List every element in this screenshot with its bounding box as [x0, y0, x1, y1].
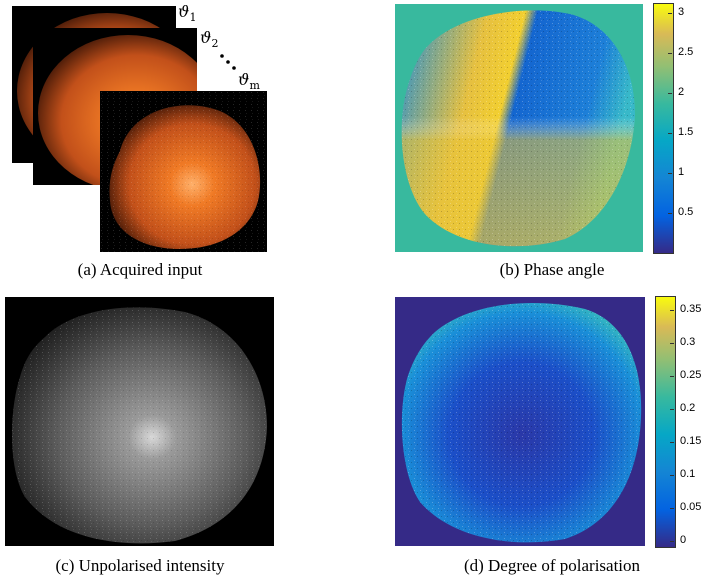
- orange-image: [100, 91, 267, 252]
- angle-subscript-2: 2: [211, 37, 219, 51]
- colorbar-tick-label: 0.2: [680, 402, 696, 414]
- colorbar-tick-label: 0.05: [680, 501, 702, 513]
- caption-d: (d) Degree of polarisation: [463, 556, 641, 575]
- colorbar-tick-label: 0: [680, 534, 687, 546]
- phase-colorbar: [653, 3, 674, 254]
- angle-subscript-1: 1: [189, 11, 197, 25]
- polarisation-map: [395, 297, 645, 546]
- colorbar-tick-label: 0.15: [680, 435, 702, 447]
- colorbar-tick-label: 1: [678, 166, 685, 178]
- colorbar-tick-label: 2: [678, 86, 685, 98]
- angle-label-1: ϑ1: [178, 2, 197, 25]
- colorbar-tick-label: 1.5: [678, 126, 694, 138]
- caption-a: (a) Acquired input: [77, 260, 203, 279]
- colorbar-tick-label: 0.3: [680, 336, 696, 348]
- colorbar-tick-label: 0.25: [680, 369, 702, 381]
- phase-map: [395, 4, 643, 252]
- angle-subscript-m: m: [249, 79, 260, 93]
- input-frame-3: [100, 91, 267, 252]
- angle-label-2: ϑ2: [200, 28, 219, 51]
- caption-c: (c) Unpolarised intensity: [55, 556, 225, 575]
- colorbar-tick-label: 3: [678, 6, 685, 18]
- colorbar-tick-label: 0.1: [680, 468, 696, 480]
- ellipsis-dots: [220, 54, 236, 70]
- colorbar-tick-label: 0.35: [680, 303, 702, 315]
- colorbar-tick-label: 2.5: [678, 46, 694, 58]
- polarisation-colorbar: [655, 296, 676, 548]
- caption-b: (b) Phase angle: [499, 260, 605, 279]
- angle-label-m: ϑm: [238, 70, 260, 93]
- intensity-image: [5, 297, 274, 546]
- colorbar-tick-label: 0.5: [678, 206, 694, 218]
